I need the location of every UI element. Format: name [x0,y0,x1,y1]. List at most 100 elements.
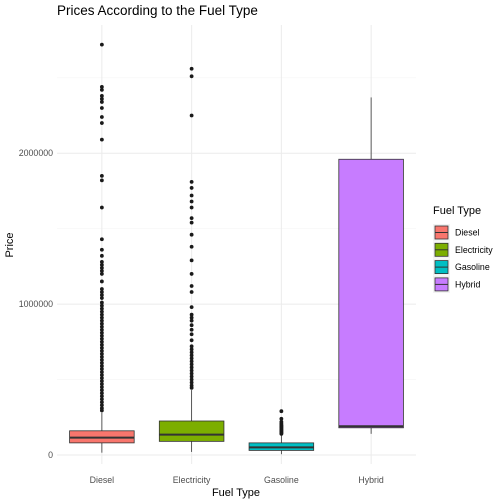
legend-item-gasoline: Gasoline [433,258,490,276]
outlier-point [189,374,194,379]
outlier-point [189,365,194,370]
outlier-point [189,199,194,204]
outlier-point [189,284,194,288]
outlier-point [189,385,194,390]
outlier-point [99,100,104,104]
outlier-point [189,323,194,328]
outlier-point [99,348,104,353]
box-hybrid [338,97,404,434]
outlier-point [189,186,194,190]
outlier-point [99,42,104,47]
box-electricity [158,66,225,452]
outlier-point [189,244,194,249]
outlier-point [99,265,104,270]
outlier-point [99,315,104,320]
outlier-point [99,364,104,368]
y-tick-label: 1000000 [19,299,53,309]
outlier-point [99,327,104,332]
outlier-point [189,350,194,355]
outlier-point [99,173,104,178]
outlier-point [99,321,104,326]
outlier-point [189,315,194,320]
outlier-point [99,306,104,311]
outlier-point [189,338,194,343]
outlier-point [99,351,104,356]
outlier-point [189,305,194,310]
outlier-point [189,290,194,294]
outlier-point [99,342,104,347]
outlier-point [99,330,104,335]
outlier-point [99,84,104,89]
box-gasoline [248,409,315,455]
outlier-point [189,380,194,385]
outlier-point [189,353,194,358]
outlier-point [99,324,104,329]
outlier-point [189,377,194,382]
outlier-point [99,382,104,386]
outlier-point [189,232,194,237]
y-tick-label: 2000000 [19,148,53,158]
x-tick-label: Hybrid [358,475,384,485]
outlier-point [279,416,284,421]
outlier-point [99,296,104,300]
outlier-point [189,216,194,220]
outlier-point [189,193,194,198]
outlier-point [99,400,104,405]
outlier-point [99,259,104,264]
outlier-point [99,309,104,314]
outlier-point [189,318,194,323]
outlier-point [189,258,194,263]
outlier-point [279,431,284,436]
outlier-point [99,373,104,377]
outlier-point [189,312,194,317]
outlier-point [99,345,104,350]
outlier-point [99,262,104,267]
outlier-point [99,87,104,92]
outlier-point [189,368,194,373]
outlier-point [99,115,104,119]
legend-item-hybrid: Hybrid [433,275,481,293]
x-axis: Diesel Electricity Gasoline Hybrid [90,475,384,485]
outlier-point [189,362,194,367]
outlier-point [99,388,104,392]
outlier-point [99,339,104,344]
outlier-point [189,179,194,184]
outlier-point [99,358,104,362]
outlier-point [99,379,104,383]
x-axis-title: Fuel Type [212,487,260,499]
y-tick-label: 0 [48,450,53,460]
outlier-point [99,272,104,276]
legend-item-diesel: Diesel [433,224,479,241]
outlier-point [189,205,194,210]
outlier-point [99,290,104,294]
outlier-point [99,293,104,297]
outlier-point [99,287,104,291]
legend-title: Fuel Type [433,205,481,217]
outlier-point [99,279,104,284]
outlier-point [189,359,194,364]
outlier-point [99,178,104,183]
legend-label: Diesel [455,228,479,238]
legend-item-electricity: Electricity [433,241,493,259]
box-iqr [338,158,404,429]
outlier-point [99,205,104,210]
outlier-point [99,121,104,125]
outlier-point [189,347,194,352]
outlier-point [99,97,104,101]
outlier-point [99,333,104,338]
outlier-point [99,269,104,273]
boxes [69,42,404,455]
x-tick-label: Diesel [90,475,114,485]
box-iqr [158,420,225,442]
outlier-point [99,94,104,98]
outlier-point [99,408,104,413]
outlier-point [189,113,194,118]
box-diesel [69,42,135,453]
outlier-point [99,370,104,374]
outlier-point [99,385,104,389]
outlier-point [99,300,104,305]
outlier-point [99,312,104,317]
outlier-point [189,332,194,337]
outlier-point [99,367,104,371]
